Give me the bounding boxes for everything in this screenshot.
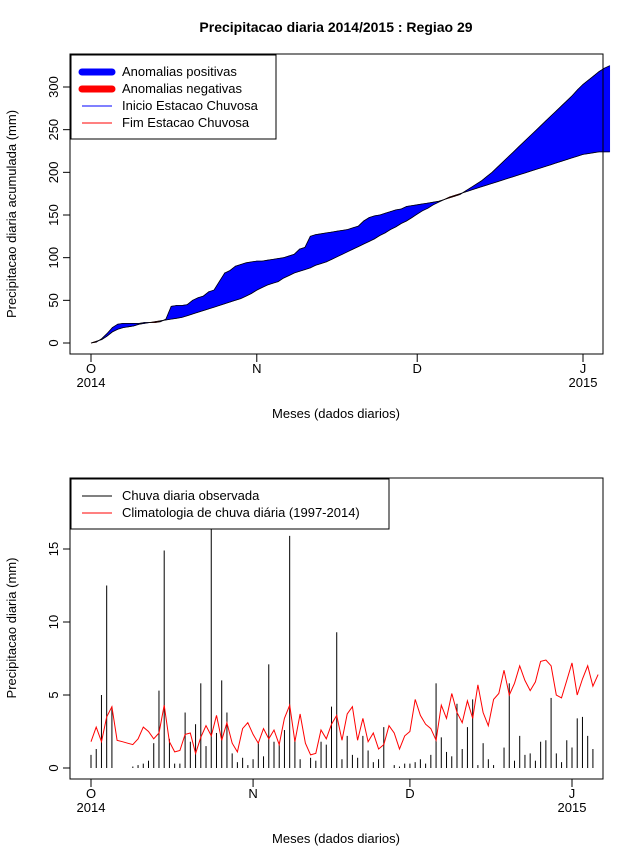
legend-label-start-season: Inicio Estacao Chuvosa [122, 98, 259, 113]
y-tick-label: 100 [46, 247, 61, 269]
positive-anomaly-segment [379, 212, 386, 236]
positive-anomaly-segment [518, 140, 525, 176]
positive-anomaly-segment [256, 260, 263, 291]
positive-anomaly-segment [406, 205, 413, 222]
positive-anomaly-segment [288, 253, 295, 277]
positive-anomaly-segment [272, 258, 279, 284]
positive-anomaly-segment [197, 295, 204, 313]
positive-anomaly-segment [342, 229, 348, 255]
positive-anomaly-segment [561, 99, 568, 162]
y-tick-label: 200 [46, 161, 61, 183]
positive-anomaly-segment [604, 65, 611, 153]
y-tick-label: 50 [46, 293, 61, 307]
y-tick-label: 250 [46, 119, 61, 141]
x-tick-year-label: 2014 [77, 800, 106, 815]
positive-anomaly-segment [550, 110, 557, 166]
positive-anomaly-segment [235, 264, 242, 301]
positive-anomaly-segment [208, 289, 215, 310]
positive-anomaly-segment [390, 209, 397, 230]
positive-anomaly-segment [283, 255, 290, 279]
positive-anomaly-segment [277, 257, 284, 283]
positive-anomaly-segment [336, 230, 343, 258]
legend-label-negative: Anomalias negativas [122, 81, 242, 96]
positive-anomaly-segment [224, 269, 231, 305]
positive-anomaly-segment [523, 135, 530, 174]
x-axis-label-accumulated: Meses (dados diarios) [272, 406, 400, 421]
positive-anomaly-segment [577, 83, 584, 157]
positive-anomaly-segment [261, 259, 268, 289]
positive-anomaly-segment [181, 304, 188, 318]
positive-anomaly-segment [326, 231, 332, 263]
series-climatology-daily [90, 659, 599, 756]
positive-anomaly-segment [598, 67, 605, 153]
series-observed-accumulated [90, 65, 610, 344]
y-tick-label: 5 [46, 691, 61, 698]
positive-anomaly-segment [539, 120, 546, 169]
positive-anomaly-segment [320, 232, 327, 265]
positive-anomaly-segment [555, 105, 562, 164]
positive-anomaly-segment [545, 115, 552, 167]
positive-anomaly-segment [502, 156, 509, 181]
positive-anomaly-segment [534, 125, 541, 171]
legend-label-climatology: Climatologia de chuva diária (1997-2014) [122, 505, 360, 520]
y-tick-label: 150 [46, 204, 61, 226]
legend-box [70, 478, 390, 530]
positive-anomaly-segment [347, 227, 354, 253]
positive-anomaly-segment [588, 75, 594, 154]
positive-anomaly-segment [331, 230, 338, 260]
y-axis-label-accumulated: Precipitacao diaria acumulada (mm) [4, 110, 19, 318]
x-tick-month-label: N [248, 786, 257, 801]
x-tick-month-label: O [86, 786, 96, 801]
accumulated-panel: Precipitacao diaria 2014/2015 : Regiao 2… [4, 19, 611, 421]
positive-anomaly-segment [170, 305, 177, 320]
legend-accumulated: Anomalias positivas Anomalias negativas … [70, 54, 277, 140]
legend-label-end-season: Fim Estacao Chuvosa [122, 115, 250, 130]
legend-label-observed: Chuva diaria observada [122, 488, 260, 503]
positive-anomaly-segment [352, 225, 359, 250]
positive-anomaly-segment [572, 88, 578, 159]
positive-anomaly-segment [374, 214, 381, 240]
positive-anomaly-segment [251, 260, 258, 295]
positive-anomaly-segment [566, 94, 573, 160]
positive-anomaly-segment [229, 265, 236, 303]
y-tick-label: 300 [46, 76, 61, 98]
positive-anomaly-segment [176, 305, 183, 319]
positive-anomaly-segment [245, 261, 252, 297]
positive-anomaly-segment [309, 234, 316, 269]
x-tick-month-label: D [413, 361, 422, 376]
positive-anomaly-segment [203, 291, 209, 311]
x-tick-month-label: D [405, 786, 414, 801]
y-tick-label: 0 [46, 339, 61, 346]
y-tick-label: 0 [46, 764, 61, 771]
x-tick-year-label: 2014 [77, 375, 106, 390]
series-climatology-accumulated [90, 151, 610, 344]
chart-title: Precipitacao diaria 2014/2015 : Regiao 2… [199, 19, 472, 35]
positive-anomaly-segment [240, 262, 247, 300]
legend-label-positive: Anomalias positivas [122, 64, 237, 79]
positive-anomaly-segment [267, 259, 274, 286]
x-tick-month-label: J [569, 786, 576, 801]
positive-anomaly-segment [529, 130, 536, 172]
y-axis-label-daily: Precipitacao diaria (mm) [4, 558, 19, 699]
x-tick-year-label: 2015 [558, 800, 587, 815]
positive-anomaly-segment [299, 247, 306, 272]
legend-daily: Chuva diaria observada Climatologia de c… [70, 478, 390, 530]
y-tick-label: 10 [46, 615, 61, 629]
positive-anomaly-segment [363, 217, 370, 245]
positive-anomaly-segment [315, 233, 322, 266]
x-tick-month-label: O [86, 361, 96, 376]
positive-anomaly-segment [293, 248, 300, 274]
positive-anomaly-segment [368, 215, 375, 242]
x-tick-year-label: 2015 [569, 375, 598, 390]
y-tick-label: 15 [46, 542, 61, 556]
x-tick-month-label: J [580, 361, 587, 376]
positive-anomaly-segment [593, 71, 600, 154]
positive-anomaly-segment [582, 79, 589, 155]
x-tick-month-label: N [252, 361, 261, 376]
x-axis-label-daily: Meses (dados diarios) [272, 831, 400, 846]
